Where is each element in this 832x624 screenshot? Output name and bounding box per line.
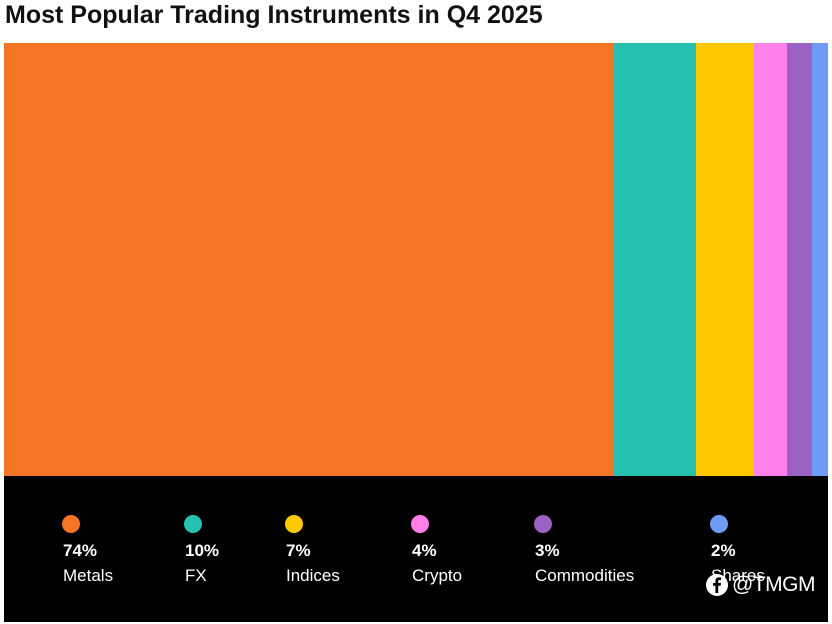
legend-value: 7% [286,541,311,560]
legend-dot-icon [710,515,728,533]
legend: 74% Metals 10% FX 7% Indices 4% Crypto 3% Commodi… [4,476,828,622]
legend-label: Indices [286,566,340,585]
facebook-icon [706,574,728,596]
bar-segment-crypto [753,43,788,476]
legend-value: 74% [63,541,98,560]
legend-value: 2% [711,541,736,560]
legend-dot-icon [411,515,429,533]
bar-segment-metals [4,43,615,476]
legend-value: 10% [185,541,220,560]
legend-dot-icon [285,515,303,533]
bar-segment-commodities [786,43,813,476]
watermark-text: @TMGM [732,573,815,596]
legend-label: Commodities [535,566,635,585]
watermark: @TMGM [706,571,815,599]
chart-title: Most Popular Trading Instruments in Q4 2… [5,1,543,29]
legend-value: 3% [535,541,560,560]
stacked-bar [4,43,828,476]
legend-label: Crypto [412,566,463,585]
bar-segment-fx [613,43,697,476]
legend-label: Metals [63,566,114,585]
legend-value: 4% [412,541,437,560]
bar-segment-indices [696,43,755,476]
legend-dot-icon [184,515,202,533]
legend-label: FX [185,566,207,585]
legend-dot-icon [62,515,80,533]
bar-segment-shares [811,43,828,476]
legend-dot-icon [534,515,552,533]
